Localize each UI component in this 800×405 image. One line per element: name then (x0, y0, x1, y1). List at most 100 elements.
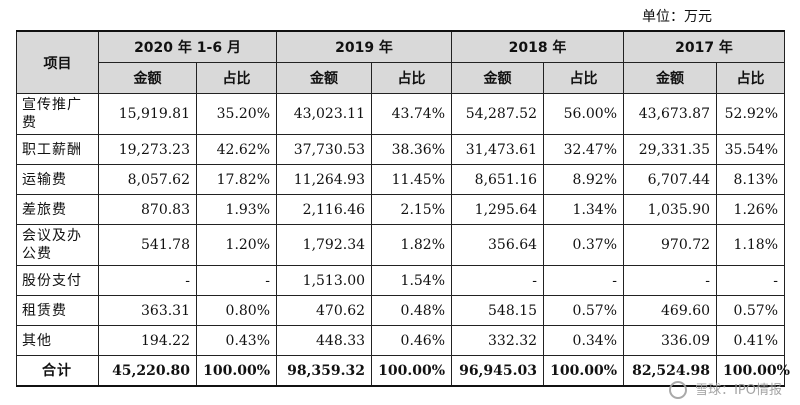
table-row: 宣传推广费 15,919.81 35.20% 43,023.11 43.74% … (16, 93, 786, 135)
table-row: 职工薪酬 19,273.23 42.62% 37,730.53 38.36% 3… (16, 134, 786, 165)
cell-amount: - (623, 265, 718, 296)
cell-amount: 54,287.52 (451, 93, 545, 135)
total-label: 合计 (16, 355, 99, 387)
cell-amount: 98,359.32 (276, 355, 373, 387)
table-row: 其他 194.22 0.43% 448.33 0.46% 332.32 0.34… (16, 325, 786, 356)
cell-amount: 332.32 (451, 325, 545, 356)
cell-amount: 363.31 (98, 295, 197, 326)
cell-ratio: 1.54% (371, 265, 453, 296)
cell-amount: - (451, 265, 545, 296)
cell-amount: - (98, 265, 197, 296)
cell-amount: 29,331.35 (623, 134, 718, 165)
header-amount: 金额 (451, 62, 545, 94)
cell-ratio: 0.46% (371, 325, 453, 356)
cell-ratio: 100.00% (195, 355, 278, 387)
cell-ratio: 100.00% (543, 355, 625, 387)
total-row: 合计 45,220.80 100.00% 98,359.32 100.00% 9… (16, 355, 790, 387)
cell-ratio: 8.92% (543, 164, 625, 195)
header-ratio: 占比 (195, 62, 278, 94)
snowball-logo-icon (668, 381, 687, 399)
cell-amount: 1,035.90 (623, 194, 718, 225)
cell-ratio: 43.74% (371, 93, 453, 135)
expense-table: 项目 2020 年 1-6 月 2019 年 2018 年 2017 年 金额 … (16, 30, 790, 387)
row-label: 职工薪酬 (16, 134, 99, 165)
cell-amount: 11,264.93 (276, 164, 373, 195)
cell-ratio: 32.47% (543, 134, 625, 165)
unit-label: 单位：万元 (642, 9, 712, 25)
cell-ratio: 42.62% (195, 134, 278, 165)
cell-ratio: 0.43% (195, 325, 278, 356)
cell-amount: 541.78 (98, 224, 197, 266)
table-row: 运输费 8,057.62 17.82% 11,264.93 11.45% 8,6… (16, 164, 786, 195)
cell-ratio: 1.93% (195, 194, 278, 225)
cell-amount: 96,945.03 (451, 355, 545, 387)
cell-ratio: 0.57% (543, 295, 625, 326)
table-row: 股份支付 - - 1,513.00 1.54% - - - - (16, 265, 786, 296)
cell-amount: 470.62 (276, 295, 373, 326)
cell-ratio: 35.54% (716, 134, 786, 165)
cell-ratio: 1.34% (543, 194, 625, 225)
cell-amount: 8,057.62 (98, 164, 197, 195)
cell-amount: 356.64 (451, 224, 545, 266)
cell-ratio: 100.00% (371, 355, 453, 387)
cell-amount: 31,473.61 (451, 134, 545, 165)
cell-amount: 1,295.64 (451, 194, 545, 225)
cell-ratio: - (716, 265, 786, 296)
cell-amount: 1,792.34 (276, 224, 373, 266)
cell-amount: 194.22 (98, 325, 197, 356)
table-row: 会议及办公费 541.78 1.20% 1,792.34 1.82% 356.6… (16, 224, 786, 266)
cell-ratio: 1.18% (716, 224, 786, 266)
cell-ratio: - (543, 265, 625, 296)
header-ratio: 占比 (371, 62, 453, 94)
row-label: 运输费 (16, 164, 99, 195)
table-row: 租赁费 363.31 0.80% 470.62 0.48% 548.15 0.5… (16, 295, 786, 326)
cell-ratio: 100.00% (716, 355, 790, 387)
cell-ratio: 2.15% (371, 194, 453, 225)
cell-ratio: 1.20% (195, 224, 278, 266)
watermark-text: 雪球：IPO情报 (695, 382, 782, 398)
cell-amount: 15,919.81 (98, 93, 197, 135)
cell-amount: 970.72 (623, 224, 718, 266)
cell-ratio: 0.57% (716, 295, 786, 326)
cell-ratio: 56.00% (543, 93, 625, 135)
header-amount: 金额 (98, 62, 197, 94)
cell-amount: 19,273.23 (98, 134, 197, 165)
cell-ratio: 0.41% (716, 325, 786, 356)
cell-ratio: - (195, 265, 278, 296)
cell-ratio: 0.80% (195, 295, 278, 326)
header-amount: 金额 (276, 62, 373, 94)
row-label: 差旅费 (16, 194, 99, 225)
cell-ratio: 0.34% (543, 325, 625, 356)
cell-ratio: 11.45% (371, 164, 453, 195)
watermark: 雪球：IPO情报 (668, 379, 782, 399)
cell-amount: 448.33 (276, 325, 373, 356)
row-label: 会议及办公费 (16, 224, 99, 266)
cell-ratio: 1.26% (716, 194, 786, 225)
cell-ratio: 52.92% (716, 93, 786, 135)
cell-amount: 870.83 (98, 194, 197, 225)
cell-ratio: 35.20% (195, 93, 278, 135)
header-year: 2017 年 (623, 30, 786, 63)
cell-amount: 37,730.53 (276, 134, 373, 165)
cell-ratio: 38.36% (371, 134, 453, 165)
row-label: 租赁费 (16, 295, 99, 326)
cell-amount: 8,651.16 (451, 164, 545, 195)
row-label: 股份支付 (16, 265, 99, 296)
cell-amount: 1,513.00 (276, 265, 373, 296)
cell-ratio: 17.82% (195, 164, 278, 195)
cell-ratio: 0.37% (543, 224, 625, 266)
cell-amount: 43,673.87 (623, 93, 718, 135)
cell-amount: 2,116.46 (276, 194, 373, 225)
cell-ratio: 1.82% (371, 224, 453, 266)
header-year: 2020 年 1-6 月 (97, 30, 278, 63)
header-item: 项目 (16, 30, 99, 94)
row-label: 其他 (16, 325, 99, 356)
cell-amount: 45,220.80 (98, 355, 197, 387)
header-year: 2018 年 (451, 30, 625, 63)
cell-amount: 82,524.98 (623, 355, 718, 387)
cell-ratio: 8.13% (716, 164, 786, 195)
header-ratio: 占比 (716, 62, 786, 94)
cell-amount: 336.09 (623, 325, 718, 356)
row-label: 宣传推广费 (16, 93, 99, 135)
header-ratio: 占比 (543, 62, 625, 94)
